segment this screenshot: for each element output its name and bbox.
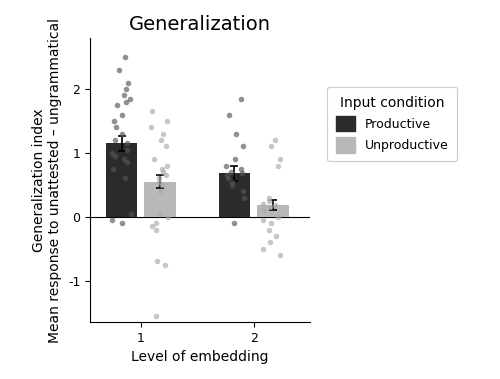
Point — [122, 86, 130, 92]
Point — [112, 124, 120, 130]
Point — [121, 54, 129, 60]
Point — [227, 169, 235, 175]
Point — [274, 214, 282, 220]
Point — [226, 111, 234, 117]
Point — [127, 210, 135, 216]
Point — [266, 204, 274, 210]
Point — [260, 207, 268, 213]
Point — [118, 220, 126, 226]
X-axis label: Level of embedding: Level of embedding — [131, 351, 269, 365]
Point — [155, 179, 163, 185]
Point — [222, 163, 230, 169]
Point — [118, 111, 126, 117]
Point — [124, 80, 132, 86]
Point — [158, 131, 166, 137]
Point — [122, 160, 130, 166]
Point — [268, 220, 276, 226]
Point — [237, 166, 245, 172]
Point — [109, 166, 117, 172]
Point — [238, 144, 246, 150]
Point — [272, 233, 280, 239]
Point — [276, 156, 284, 162]
Point — [120, 156, 128, 162]
Bar — [144, 182, 176, 217]
Bar — [218, 173, 250, 217]
Point — [162, 172, 170, 178]
Title: Generalization: Generalization — [129, 14, 271, 34]
Point — [164, 214, 172, 220]
Point — [156, 188, 164, 194]
Point — [123, 147, 131, 153]
Point — [115, 67, 123, 73]
Point — [260, 217, 268, 223]
Point — [238, 170, 246, 176]
Point — [154, 175, 162, 182]
Point — [260, 201, 268, 207]
Point — [228, 179, 236, 185]
Point — [111, 153, 119, 159]
Legend: Productive, Unproductive: Productive, Unproductive — [327, 87, 457, 161]
Point — [237, 96, 245, 102]
Point — [108, 150, 116, 156]
Point — [112, 137, 120, 143]
Point — [231, 156, 239, 162]
Point — [232, 131, 240, 137]
Point — [224, 175, 232, 182]
Point — [153, 258, 161, 265]
Point — [152, 227, 160, 233]
Y-axis label: Generalization index
Mean response to unattested – ungrammatical: Generalization index Mean response to un… — [32, 17, 62, 343]
Point — [148, 223, 156, 229]
Point — [114, 102, 122, 108]
Point — [122, 99, 130, 105]
Point — [156, 210, 164, 216]
Point — [146, 124, 154, 130]
Point — [240, 194, 248, 200]
Bar — [257, 205, 288, 217]
Point — [110, 118, 118, 124]
Point — [159, 169, 167, 175]
Point — [158, 166, 166, 172]
Point — [163, 163, 171, 169]
Point — [158, 182, 166, 188]
Point — [271, 137, 279, 143]
Point — [224, 172, 232, 178]
Point — [152, 220, 160, 226]
Point — [108, 217, 116, 223]
Point — [260, 246, 268, 252]
Point — [120, 92, 128, 99]
Point — [161, 262, 169, 268]
Point — [122, 175, 130, 182]
Point — [118, 131, 126, 137]
Point — [152, 313, 160, 319]
Bar — [106, 143, 138, 217]
Point — [240, 188, 248, 194]
Point — [123, 140, 131, 146]
Point — [228, 182, 236, 188]
Point — [162, 118, 170, 124]
Point — [148, 108, 156, 114]
Point — [265, 227, 273, 233]
Point — [230, 220, 237, 226]
Point — [267, 144, 275, 150]
Point — [162, 144, 170, 150]
Point — [276, 252, 284, 258]
Point — [265, 194, 273, 200]
Point — [270, 202, 278, 208]
Point — [266, 239, 274, 245]
Point — [126, 96, 134, 102]
Point — [266, 198, 274, 204]
Point — [274, 163, 282, 169]
Point — [150, 156, 158, 162]
Point — [157, 137, 165, 143]
